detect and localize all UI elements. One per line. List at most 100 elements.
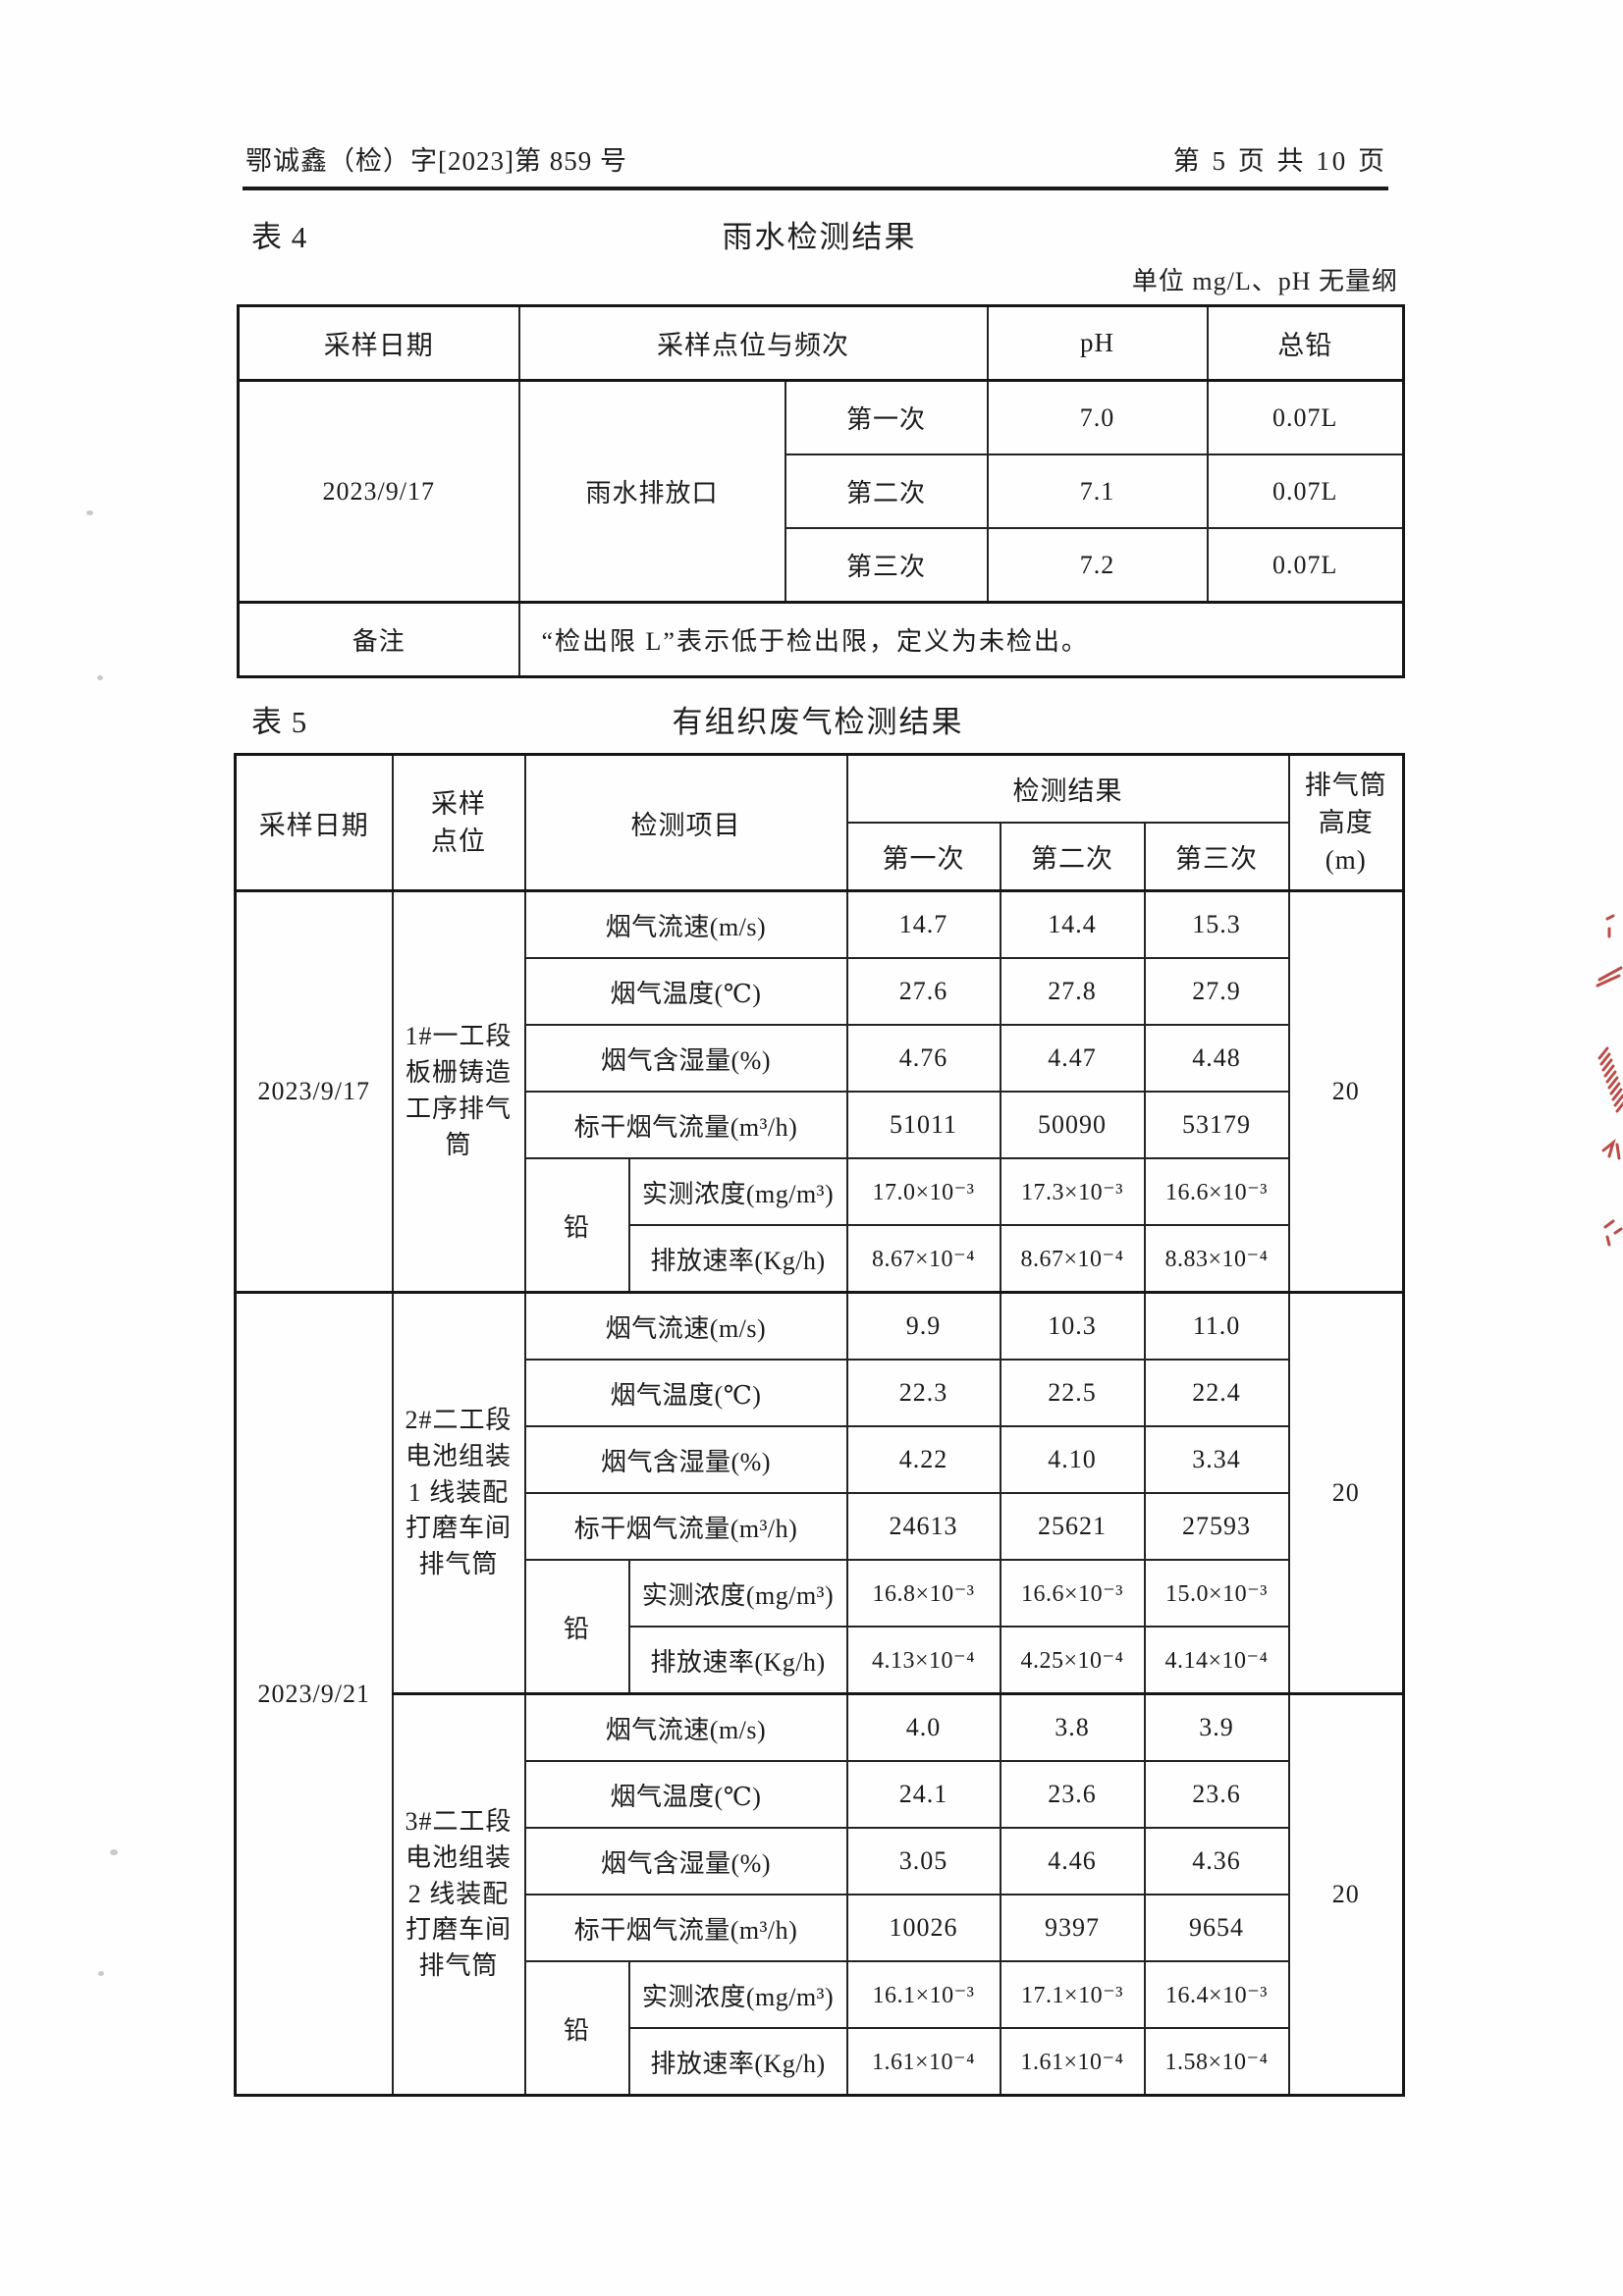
value: 17.1×10⁻³ xyxy=(999,1960,1146,2029)
table-row: 烟气温度(℃) 24.1 23.6 23.6 xyxy=(236,1760,1404,1829)
table5-title: 有组织废气检测结果 xyxy=(672,705,964,739)
lead-label: 铅 xyxy=(523,1960,630,2097)
table-row: 第三次 7.2 0.07L xyxy=(239,527,1405,604)
table-header-row: 采样日期 采样点位与频次 pH 总铅 xyxy=(237,304,1405,382)
table-row: 烟气含湿量(%) 4.22 4.10 3.34 xyxy=(236,1425,1404,1494)
value: 3.34 xyxy=(1143,1425,1290,1494)
value: 8.83×10⁻⁴ xyxy=(1143,1224,1290,1294)
item-label: 排放速率(Kg/h) xyxy=(627,1626,848,1695)
value: 16.6×10⁻³ xyxy=(999,1559,1146,1628)
sample-date: 2023/9/17 xyxy=(234,889,394,1294)
item-label: 标干烟气流量(m³/h) xyxy=(523,1091,848,1159)
col-header-date: 采样日期 xyxy=(237,304,520,382)
value: 14.7 xyxy=(845,889,1001,959)
ph-value: 7.2 xyxy=(986,527,1209,604)
sample-date: 2023/9/17 xyxy=(237,379,520,604)
value: 4.47 xyxy=(999,1024,1146,1093)
value: 22.5 xyxy=(999,1359,1146,1427)
value: 50090 xyxy=(999,1091,1146,1159)
value: 25621 xyxy=(999,1492,1146,1561)
sample-freq: 第一次 xyxy=(784,379,989,455)
value: 15.3 xyxy=(1143,889,1290,959)
item-label: 实测浓度(mg/m³) xyxy=(627,1960,848,2029)
value: 27.6 xyxy=(845,957,1001,1026)
value: 4.76 xyxy=(845,1024,1001,1093)
rainwater-results-table: 采样日期 采样点位与频次 pH 总铅 2023/9/17 雨水排放口 第一次 7… xyxy=(237,304,1405,678)
col-header-item: 检测项目 xyxy=(523,753,848,892)
document-number: 鄂诚鑫（检）字[2023]第 859 号 xyxy=(245,146,627,176)
value: 17.3×10⁻³ xyxy=(999,1157,1146,1226)
col-header-point: 采样 点位 xyxy=(391,753,526,892)
table-row: 2023/9/21 2#二工段 电池组装 1 线装配 打磨车间 排气筒 烟气流速… xyxy=(234,1291,1405,2097)
item-label: 烟气含湿量(%) xyxy=(523,1827,848,1896)
table-row: 排放速率(Kg/h) 4.13×10⁻⁴ 4.25×10⁻⁴ 4.14×10⁻⁴ xyxy=(236,1626,1404,1695)
value: 3.8 xyxy=(999,1692,1146,1762)
sample-date: 2023/9/21 xyxy=(234,1291,394,2097)
item-label: 烟气流速(m/s) xyxy=(523,889,848,959)
col-header-ph: pH xyxy=(986,304,1209,382)
value: 4.14×10⁻⁴ xyxy=(1143,1626,1290,1695)
table-row: 铅 实测浓度(mg/m³) 16.8×10⁻³ 16.6×10⁻³ 15.0×1… xyxy=(236,1559,1404,1695)
item-label: 烟气含湿量(%) xyxy=(523,1024,848,1093)
item-label: 排放速率(Kg/h) xyxy=(627,1224,848,1294)
scan-speck xyxy=(86,510,93,515)
item-label: 排放速率(Kg/h) xyxy=(627,2027,848,2097)
item-label: 标干烟气流量(m³/h) xyxy=(523,1492,848,1561)
lead-label: 铅 xyxy=(523,1157,630,1294)
value: 17.0×10⁻³ xyxy=(845,1157,1001,1226)
lead-value: 0.07L xyxy=(1206,527,1405,604)
col-header-result: 检测结果 xyxy=(845,753,1290,824)
remark-text: “检出限 L”表示低于检出限，定义为未检出。 xyxy=(517,601,1405,678)
table-row: 烟气含湿量(%) 4.76 4.47 4.48 xyxy=(236,1024,1404,1093)
lead-label: 铅 xyxy=(523,1559,630,1695)
value: 24.1 xyxy=(845,1760,1001,1829)
value: 8.67×10⁻⁴ xyxy=(999,1224,1146,1294)
sample-freq: 第三次 xyxy=(784,527,989,604)
table4-label: 表 4 xyxy=(251,220,308,254)
item-label: 实测浓度(mg/m³) xyxy=(627,1559,848,1628)
item-label: 烟气温度(℃) xyxy=(523,957,848,1026)
table-header-row: 采样日期 采样 点位 检测项目 检测结果 排气筒 高度 (m) xyxy=(234,753,1405,892)
value: 27.9 xyxy=(1143,957,1290,1026)
lead-value: 0.07L xyxy=(1206,379,1405,455)
table-row: 3#二工段 电池组装 2 线装配 打磨车间 排气筒 烟气流速(m/s) 4.0 … xyxy=(236,1692,1405,2097)
value: 8.67×10⁻⁴ xyxy=(845,1224,1001,1294)
col-header-point-freq: 采样点位与频次 xyxy=(517,304,989,382)
table-row: 标干烟气流量(m³/h) 51011 50090 53179 xyxy=(236,1091,1404,1159)
table-row: 标干烟气流量(m³/h) 24613 25621 27593 xyxy=(236,1492,1404,1561)
value: 51011 xyxy=(845,1091,1001,1159)
table-row: 排放速率(Kg/h) 8.67×10⁻⁴ 8.67×10⁻⁴ 8.83×10⁻⁴ xyxy=(236,1224,1404,1294)
table-row: 2023/9/17 1#一工段 板栅铸造 工序排气 筒 烟气流速(m/s) 14… xyxy=(234,889,1405,1294)
sample-point: 3#二工段 电池组装 2 线装配 打磨车间 排气筒 xyxy=(391,1692,526,2097)
table-row: 烟气温度(℃) 27.6 27.8 27.9 xyxy=(236,957,1404,1026)
col-header-run2: 第二次 xyxy=(999,822,1146,892)
item-label: 烟气温度(℃) xyxy=(523,1760,848,1829)
sample-freq: 第二次 xyxy=(784,454,989,529)
col-header-lead: 总铅 xyxy=(1206,304,1405,382)
sample-point: 1#一工段 板栅铸造 工序排气 筒 xyxy=(391,889,526,1294)
stack-height-value: 20 xyxy=(1287,889,1405,1294)
value: 4.48 xyxy=(1143,1024,1290,1093)
remark-row: 备注 “检出限 L”表示低于检出限，定义为未检出。 xyxy=(237,601,1405,678)
value: 4.10 xyxy=(999,1425,1146,1494)
scan-speck xyxy=(98,1971,104,1976)
table-row: 铅 实测浓度(mg/m³) 16.1×10⁻³ 17.1×10⁻³ 16.4×1… xyxy=(236,1960,1404,2097)
table-row: 第二次 7.1 0.07L xyxy=(239,454,1405,529)
table-row: 排放速率(Kg/h) 1.61×10⁻⁴ 1.61×10⁻⁴ 1.58×10⁻⁴ xyxy=(236,2027,1404,2097)
col-header-run3: 第三次 xyxy=(1143,822,1290,892)
item-label: 实测浓度(mg/m³) xyxy=(627,1157,848,1226)
value: 4.25×10⁻⁴ xyxy=(999,1626,1146,1695)
sample-point: 2#二工段 电池组装 1 线装配 打磨车间 排气筒 xyxy=(391,1291,526,1695)
value: 16.6×10⁻³ xyxy=(1143,1157,1290,1226)
scan-speck xyxy=(110,1849,118,1855)
item-label: 烟气含湿量(%) xyxy=(523,1425,848,1494)
value: 11.0 xyxy=(1143,1291,1290,1361)
sample-point: 雨水排放口 xyxy=(517,379,786,604)
ph-value: 7.1 xyxy=(986,454,1209,529)
value: 10026 xyxy=(845,1894,1001,1962)
col-header-run1: 第一次 xyxy=(845,822,1001,892)
item-label: 烟气流速(m/s) xyxy=(523,1291,848,1361)
table-row: 2023/9/17 雨水排放口 第一次 7.0 0.07L xyxy=(237,379,1405,604)
value: 4.22 xyxy=(845,1425,1001,1494)
